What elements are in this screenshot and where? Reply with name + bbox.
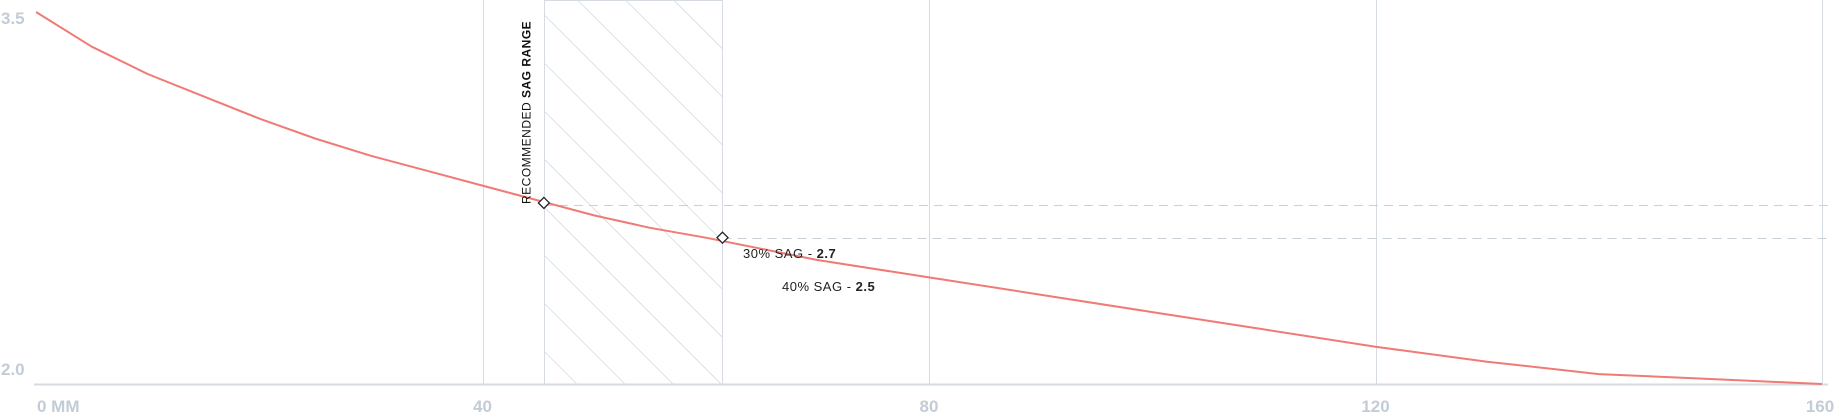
sag-annotation-prefix: 40% SAG - — [782, 279, 856, 294]
x-tick-label: 120 — [1361, 397, 1389, 416]
sag-annotation-prefix: 30% SAG - — [743, 246, 817, 261]
gridlines — [483, 0, 1823, 384]
sag-reference-lines — [543, 205, 1832, 239]
range-label-bold: SAG RANGE — [520, 21, 534, 98]
sag-annotation-value: 2.7 — [817, 246, 837, 261]
series-lines — [35, 11, 1823, 385]
range-label-regular: RECOMMENDED — [520, 98, 534, 204]
tick-labels: 0 MM 40 80 120 160 3.5 2.0 — [1, 9, 1834, 416]
sag-annotation-2: 40% SAG - 2.5 — [782, 279, 875, 294]
x-tick-label: 160 — [1806, 397, 1834, 416]
recommended-sag-range — [544, 0, 723, 384]
recommended-sag-range-label: RECOMMENDED SAG RANGE — [520, 21, 534, 204]
sag-marker-2 — [716, 231, 729, 245]
annotations: RECOMMENDED SAG RANGE 30% SAG - 2.7 40% SA… — [520, 21, 875, 294]
x-tick-label: 80 — [920, 397, 939, 416]
sag-annotation-1: 30% SAG - 2.7 — [743, 246, 836, 261]
x-tick-label: 0 MM — [37, 397, 80, 416]
series-line-1 — [35, 11, 1823, 385]
y-tick-label: 3.5 — [1, 9, 25, 28]
range-hatch — [544, 0, 723, 384]
y-tick-label: 2.0 — [1, 360, 25, 379]
x-tick-label: 40 — [473, 397, 492, 416]
sag-annotation-value: 2.5 — [856, 279, 876, 294]
sag-marker-1 — [537, 196, 551, 210]
sag-markers — [537, 196, 729, 245]
